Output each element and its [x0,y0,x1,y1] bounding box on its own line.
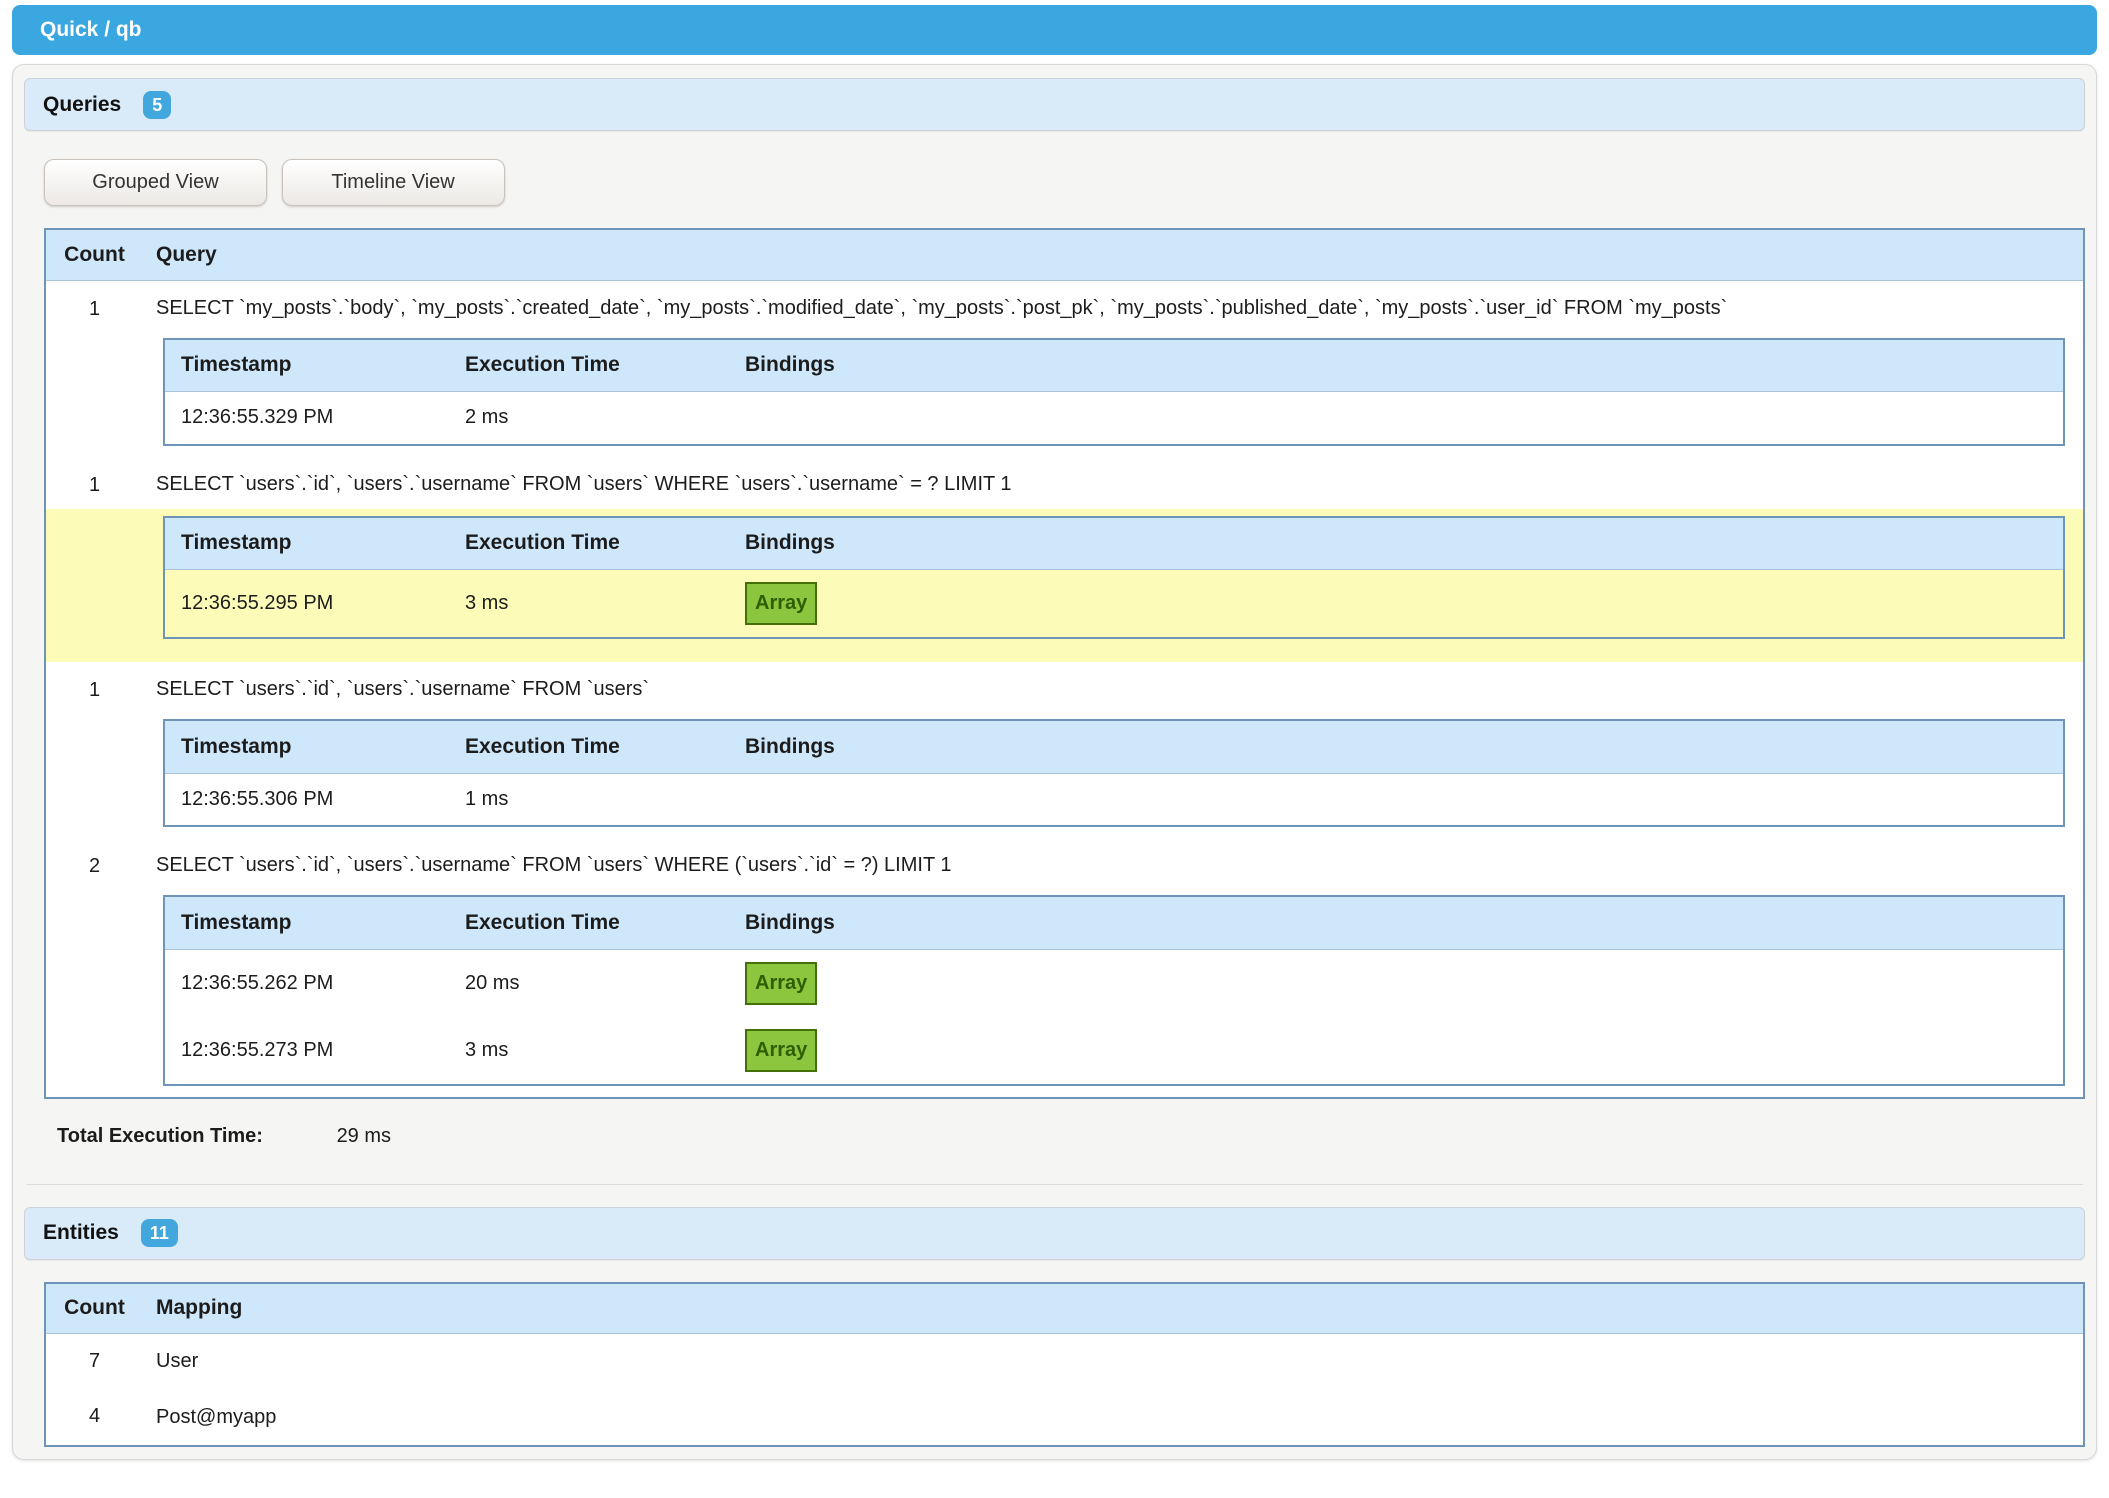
total-execution-time-row: Total Execution Time: 29 ms [57,1125,2085,1148]
queries-section-header: Queries 5 [24,78,2085,131]
timestamp-column-header: Timestamp [164,896,449,950]
executions-header-row: Timestamp Execution Time Bindings [164,516,2064,570]
bindings-column-header: Bindings [729,338,2064,392]
execution-row: 12:36:55.262 PM 20 ms Array [164,949,2064,1017]
page-title: Quick / qb [40,18,142,41]
query-executions-row: Timestamp Execution Time Bindings 12:36:55.… [45,890,2084,1098]
app-title-bar: Quick / qb [12,5,2097,55]
query-executions-cell: Timestamp Execution Time Bindings 12:36:55.… [143,332,2084,457]
timestamp-column-header: Timestamp [164,338,449,392]
grouped-view-button[interactable]: Grouped View [44,159,267,206]
query-count: 2 [45,838,143,890]
query-sql-text: SELECT `my_posts`.`body`, `my_posts`.`cr… [143,280,2084,333]
execution-bindings [729,391,2064,445]
bindings-array-button[interactable]: Array [745,582,818,625]
execution-time: 3 ms [449,1016,729,1085]
execution-row: 12:36:55.329 PM 2 ms [164,391,2064,445]
queries-table-header-row: Count Query [45,229,2084,281]
queries-table: Count Query 1 SELECT `my_posts`.`body`, `… [44,228,2085,1099]
query-executions-cell: Timestamp Execution Time Bindings 12:36:55.… [143,508,2084,662]
executions-table: Timestamp Execution Time Bindings 12:36:55.… [163,337,2065,446]
queries-count-badge: 5 [143,90,172,119]
query-count: 1 [45,662,143,714]
bindings-array-button[interactable]: Array [745,1028,818,1072]
view-toggle-row: Grouped View Timeline View [44,159,2085,206]
query-executions-spacer [45,332,143,457]
bindings-array-button[interactable]: Array [745,961,818,1005]
timestamp-column-header: Timestamp [164,720,449,774]
execution-time: 20 ms [449,949,729,1017]
executions-table: Timestamp Execution Time Bindings 12:36:55.… [163,895,2065,1086]
timeline-view-button[interactable]: Timeline View [281,159,505,206]
section-divider [26,1183,2083,1185]
query-executions-spacer [45,508,143,662]
queries-section-title: Queries [43,92,122,116]
execution-time: 1 ms [449,773,729,826]
execution-timestamp: 12:36:55.329 PM [164,391,449,445]
query-count: 1 [45,456,143,509]
execution-bindings: Array [729,569,2064,638]
entities-table: Count Mapping 7 User 4 Post@myapp [44,1281,2085,1447]
query-executions-row: Timestamp Execution Time Bindings 12:36:55.… [45,332,2084,457]
execution-bindings: Array [729,1016,2064,1085]
total-execution-time-label: Total Execution Time: [57,1124,263,1147]
execution-time-column-header: Execution Time [449,720,729,774]
query-sql-text: SELECT `users`.`id`, `users`.`username` … [143,662,2084,714]
timestamp-column-header: Timestamp [164,516,449,570]
execution-timestamp: 12:36:55.273 PM [164,1016,449,1085]
entities-count-column-header: Count [45,1282,143,1334]
execution-bindings [729,773,2064,826]
query-executions-spacer [45,890,143,1098]
execution-timestamp: 12:36:55.262 PM [164,949,449,1017]
execution-row: 12:36:55.295 PM 3 ms Array [164,569,2064,638]
queries-count-column-header: Count [45,229,143,281]
execution-time: 2 ms [449,391,729,445]
entity-count: 7 [45,1333,143,1390]
query-row: 1 SELECT `users`.`id`, `users`.`username`… [45,456,2084,509]
bindings-column-header: Bindings [729,720,2064,774]
query-count: 1 [45,280,143,333]
entities-section-header: Entities 11 [24,1206,2085,1260]
execution-timestamp: 12:36:55.295 PM [164,569,449,638]
queries-query-column-header: Query [143,229,2084,281]
entity-count: 4 [45,1389,143,1446]
bindings-column-header: Bindings [729,516,2064,570]
entities-mapping-column-header: Mapping [143,1282,2084,1334]
executions-header-row: Timestamp Execution Time Bindings [164,338,2064,392]
execution-time-column-header: Execution Time [449,896,729,950]
debugger-panel: Queries 5 Grouped View Timeline View Cou… [12,64,2097,1460]
query-executions-cell: Timestamp Execution Time Bindings 12:36:55.… [143,890,2084,1098]
entities-table-header-row: Count Mapping [45,1282,2084,1334]
query-executions-row-highlighted: Timestamp Execution Time Bindings 12:36:55.… [45,508,2084,662]
total-execution-time-value: 29 ms [336,1124,392,1147]
execution-time-column-header: Execution Time [449,516,729,570]
bindings-column-header: Bindings [729,896,2064,950]
entities-count-badge: 11 [140,1219,178,1247]
execution-time-column-header: Execution Time [449,338,729,392]
query-executions-row: Timestamp Execution Time Bindings 12:36:55.… [45,714,2084,838]
entity-mapping: User [143,1333,2084,1390]
execution-time: 3 ms [449,569,729,638]
query-sql-text: SELECT `users`.`id`, `users`.`username` … [143,838,2084,890]
entity-row: 4 Post@myapp [45,1389,2084,1446]
execution-row: 12:36:55.273 PM 3 ms Array [164,1016,2064,1085]
query-row: 1 SELECT `users`.`id`, `users`.`username`… [45,662,2084,714]
query-executions-cell: Timestamp Execution Time Bindings 12:36:55.… [143,714,2084,838]
entities-section-title: Entities [43,1221,119,1244]
execution-bindings: Array [729,949,2064,1017]
query-row: 1 SELECT `my_posts`.`body`, `my_posts`.`c… [45,280,2084,333]
executions-header-row: Timestamp Execution Time Bindings [164,720,2064,774]
query-row: 2 SELECT `users`.`id`, `users`.`username`… [45,838,2084,890]
execution-timestamp: 12:36:55.306 PM [164,773,449,826]
query-sql-text: SELECT `users`.`id`, `users`.`username` … [143,456,2084,509]
executions-table: Timestamp Execution Time Bindings 12:36:55.… [163,719,2065,827]
entity-mapping: Post@myapp [143,1389,2084,1446]
execution-row: 12:36:55.306 PM 1 ms [164,773,2064,826]
executions-header-row: Timestamp Execution Time Bindings [164,896,2064,950]
query-executions-spacer [45,714,143,838]
entity-row: 7 User [45,1333,2084,1390]
executions-table: Timestamp Execution Time Bindings 12:36:55.… [163,515,2065,639]
